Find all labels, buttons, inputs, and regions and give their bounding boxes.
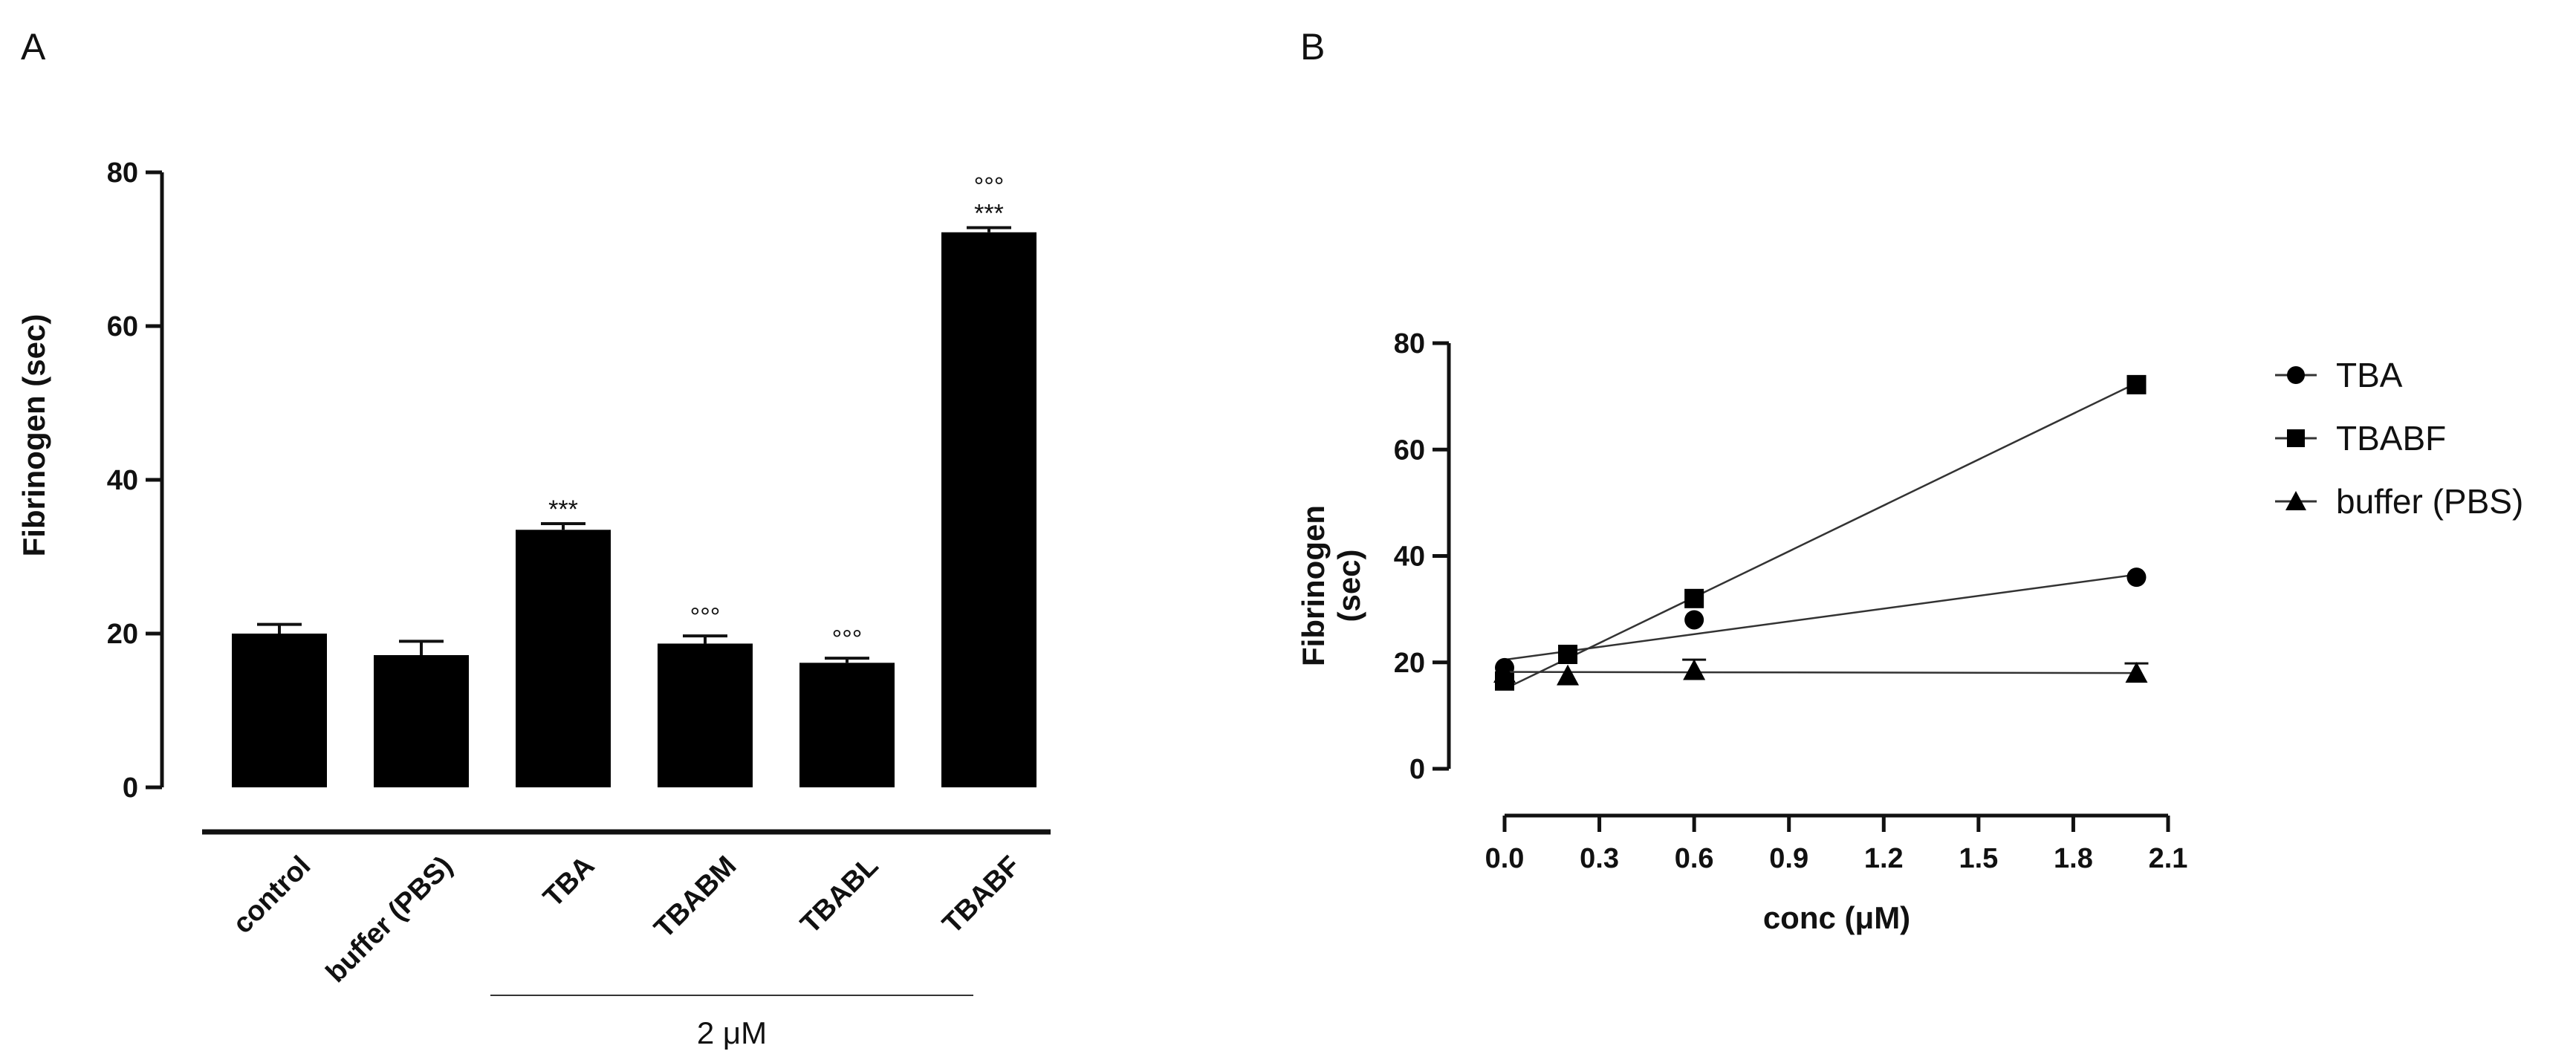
panel-b-x-tick-label: 1.2 (1864, 843, 1904, 874)
panel-a-y-ticks: 0 20 40 60 80 (107, 157, 162, 804)
panel-a-bars: ***°°°°°°***°°° (232, 173, 1036, 788)
x-tick-label-tbabm: TBABM (649, 850, 743, 945)
x-tick-label-tba: TBA (537, 850, 600, 914)
panel-a-group-label: 2 μM (697, 1015, 767, 1050)
data-point-circle (2126, 567, 2147, 588)
bar-tba (516, 530, 611, 787)
x-tick-label-buffer-pbs-: buffer (PBS) (320, 850, 458, 989)
data-point-square (2126, 374, 2147, 394)
x-tick-label-control: control (227, 850, 317, 940)
significance-circles: °°° (690, 603, 721, 631)
fit-line-tbabf (1504, 382, 2138, 690)
panel-b-y-axis-title-line-1: Fibrinogen (1296, 505, 1331, 666)
panel-b-legend: TBA TBABF buffer (PBS) (2275, 356, 2523, 521)
bar-control (232, 634, 327, 787)
panel-a-label: A (21, 26, 46, 68)
panel-a-y-tick-label: 40 (107, 465, 138, 496)
panel-b-y-tick-label: 60 (1394, 435, 1425, 466)
legend-label-tbabf: TBABF (2336, 419, 2446, 458)
panel-b-label: B (1300, 26, 1325, 68)
significance-circles: °°° (832, 625, 863, 654)
panel-b-x-tick-label: 1.8 (2054, 843, 2093, 874)
data-point-square (1684, 588, 1704, 608)
panel-b-x-tick-label: 1.5 (1959, 843, 1998, 874)
bar-buffer-pbs- (374, 654, 469, 787)
data-point-triangle (1683, 659, 1706, 680)
panel-b-x-tick-label: 2.1 (2149, 843, 2188, 874)
data-point-triangle (1557, 664, 1580, 686)
panel-b-series (1493, 374, 2149, 691)
series-tbabf (1495, 374, 2147, 691)
panel-b-y-ticks: 0 20 40 60 80 (1394, 328, 1449, 785)
panel-b-x-tick-label: 0.0 (1485, 843, 1525, 874)
panel-a-y-axis-title: Fibrinogen (sec) (16, 314, 51, 557)
panel-b-y-tick-label: 40 (1394, 541, 1425, 573)
panel-a-x-tick-labels: control buffer (PBS) TBA TBABM TBABL TBABF (227, 850, 1027, 989)
bar-tbabm (658, 643, 753, 787)
panel-a-y-tick-label: 80 (107, 157, 138, 189)
series-buffer-pbs- (1493, 658, 2149, 686)
panel-a-y-tick-label: 0 (123, 772, 138, 804)
panel-b-x-tick-label: 0.3 (1580, 843, 1619, 874)
panel-b-axes (1447, 343, 2168, 818)
panel-b-x-axis-title: conc (μM) (1763, 900, 1910, 935)
x-tick-label-tbabl: TBABL (795, 850, 885, 940)
panel-b-y-tick-label: 20 (1394, 648, 1425, 679)
data-point-square (2287, 429, 2305, 447)
panel-a-y-tick-label: 60 (107, 311, 138, 342)
panel-a-y-tick-label: 20 (107, 619, 138, 650)
data-point-square (1558, 645, 1578, 665)
x-tick-label-tbabf: TBABF (937, 850, 1027, 940)
series-tba (1495, 567, 2147, 677)
legend-label-buffer-pbs-: buffer (PBS) (2336, 482, 2523, 521)
panel-b-y-tick-label: 0 (1409, 754, 1425, 785)
fit-line-tba (1504, 573, 2137, 661)
panel-b-x-tick-label: 0.6 (1675, 843, 1714, 874)
bar-tbabl (799, 663, 895, 787)
panel-b-x-tick-label: 0.9 (1769, 843, 1808, 874)
data-point-triangle (2125, 662, 2148, 683)
data-point-triangle (1493, 662, 1516, 683)
panel-b-y-tick-label: 80 (1394, 328, 1425, 360)
significance-circles: °°° (974, 173, 1005, 201)
data-point-triangle (2285, 491, 2306, 510)
panel-b-y-axis-title-line-2: (sec) (1331, 549, 1366, 622)
data-point-circle (1684, 610, 1704, 630)
panel-b-x-ticks: 0.0 0.3 0.6 0.9 1.2 1.5 1.8 2.1 (1485, 816, 2188, 874)
significance-stars: *** (974, 200, 1004, 228)
bar-tbabf (941, 232, 1036, 788)
significance-stars: *** (548, 495, 578, 524)
fit-line-buffer-pbs- (1504, 671, 2137, 674)
legend-label-tba: TBA (2336, 356, 2403, 394)
data-point-circle (2287, 366, 2305, 384)
